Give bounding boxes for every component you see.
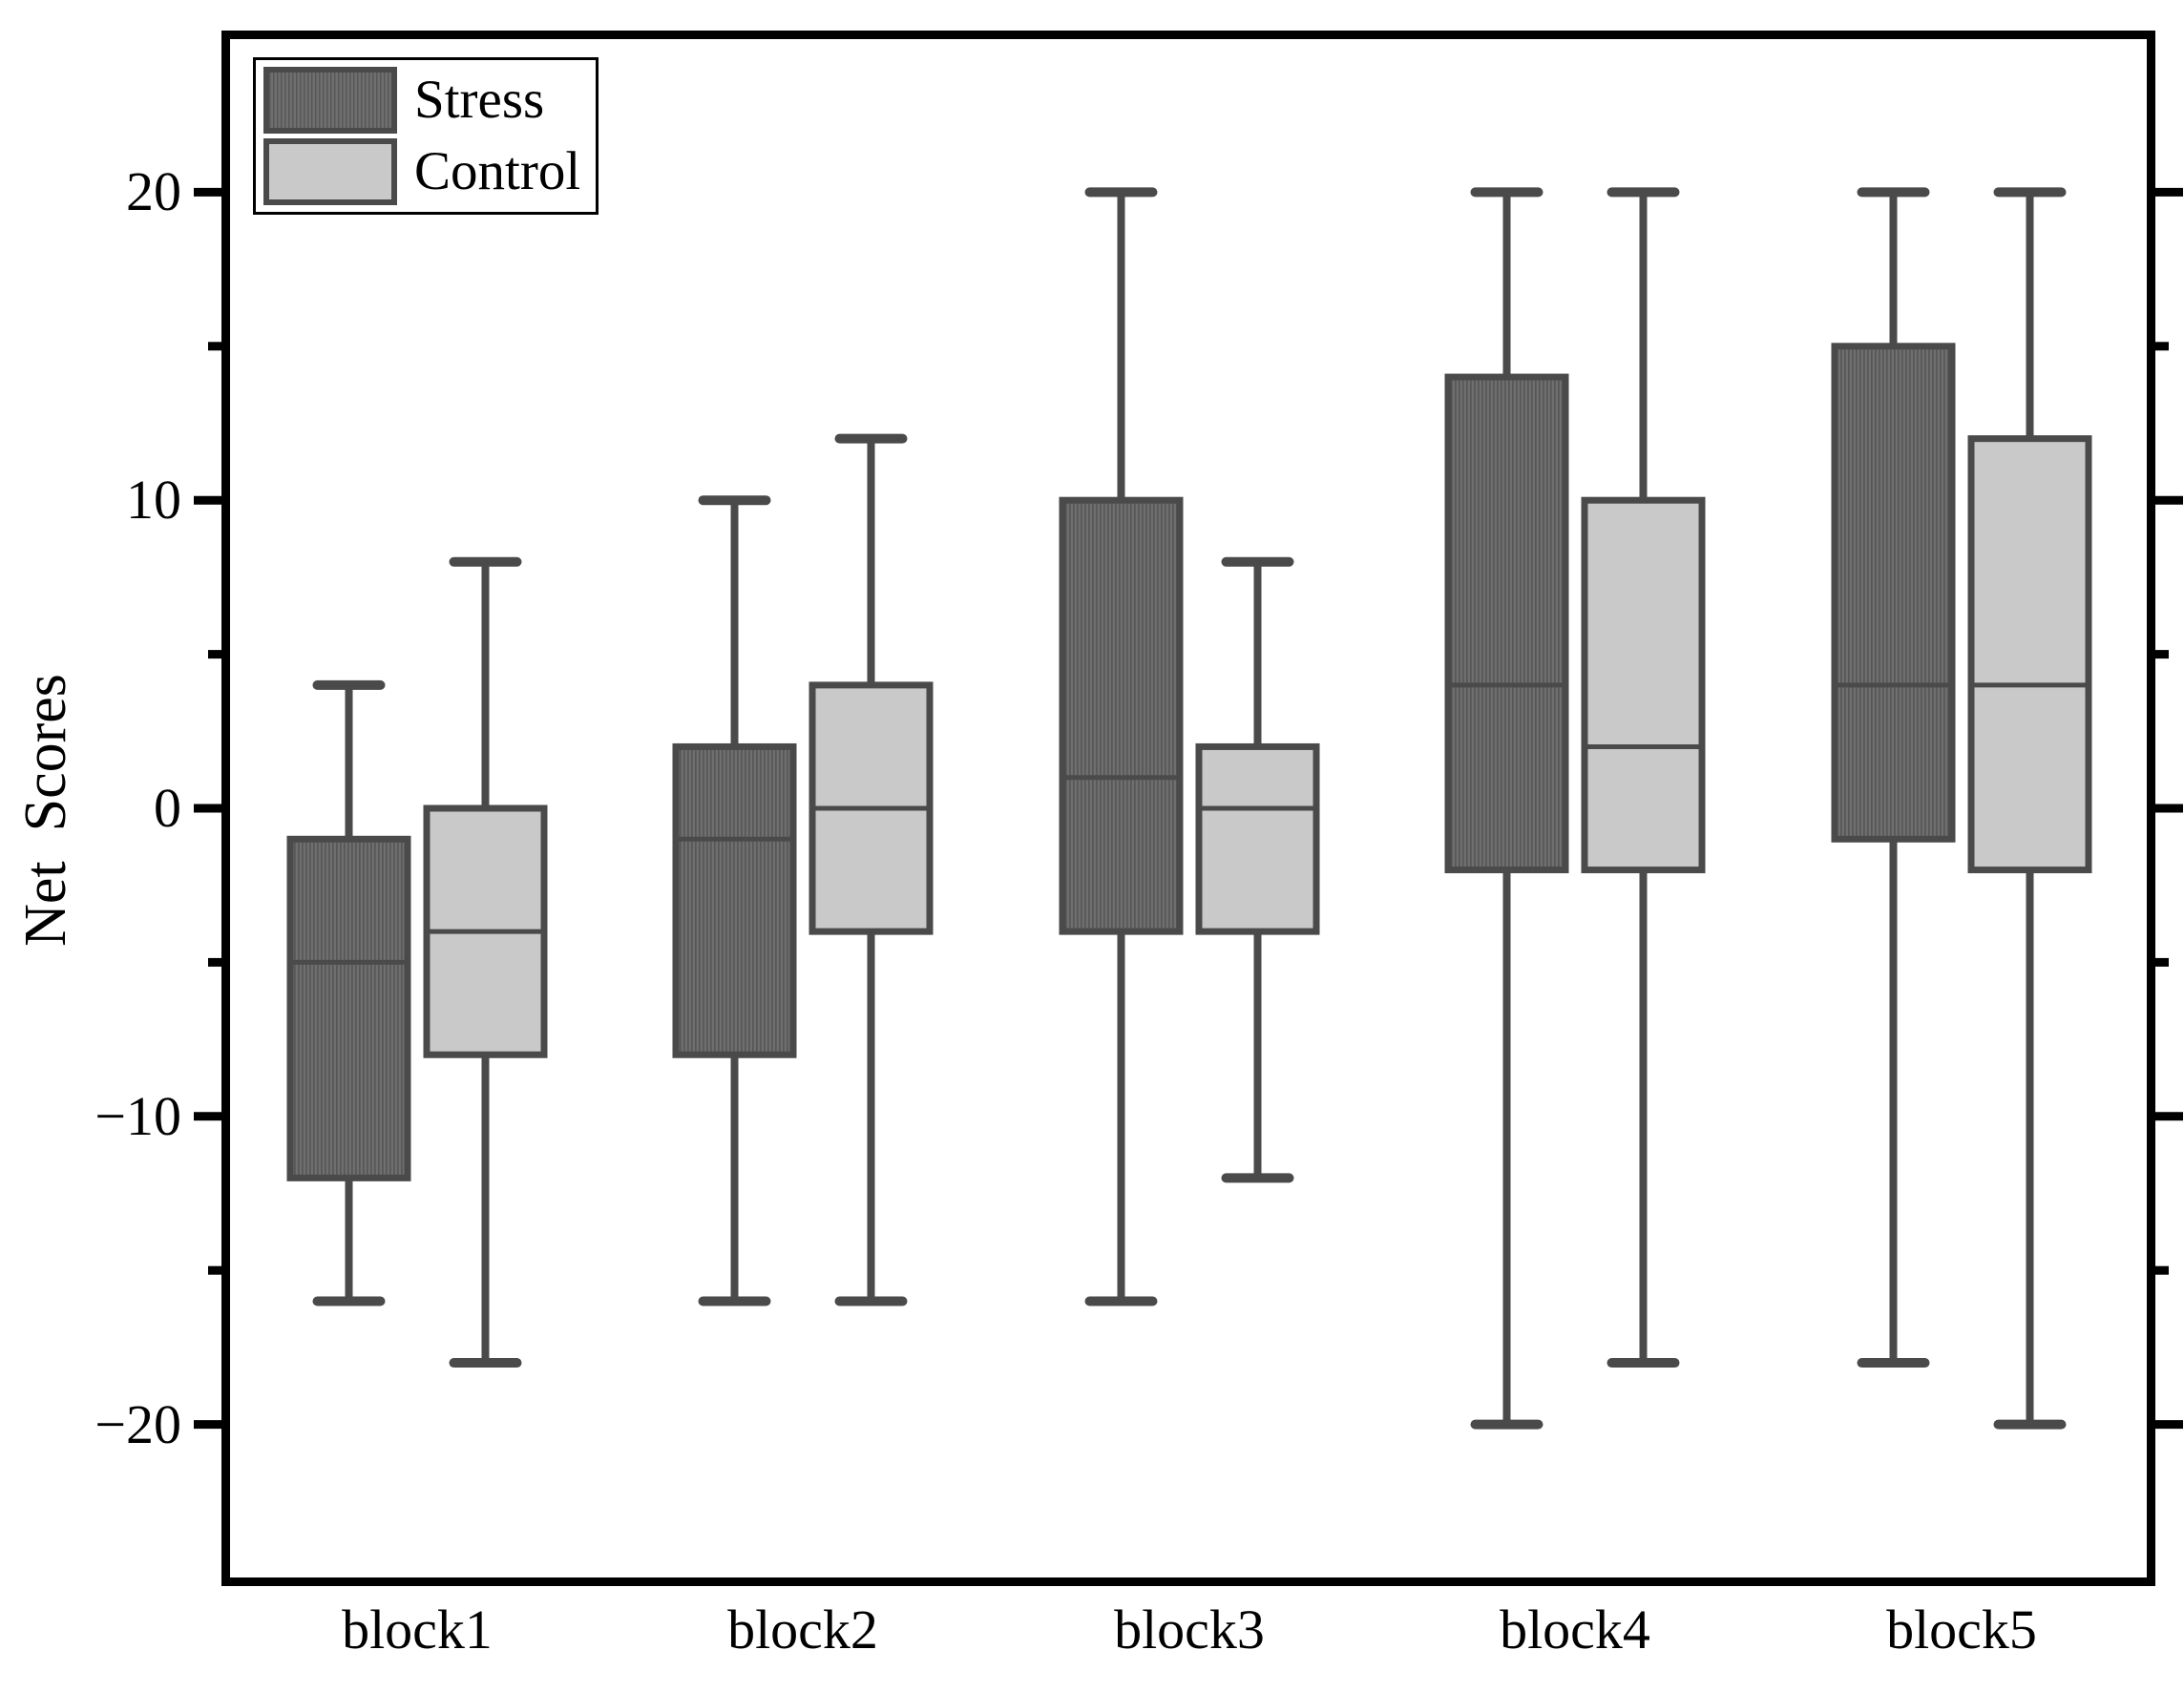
x-axis-label-block2: block2 bbox=[727, 1598, 878, 1661]
legend: Stress Control bbox=[253, 57, 598, 215]
x-axis-label-block4: block4 bbox=[1500, 1598, 1650, 1661]
box-stress-block5 bbox=[1831, 343, 1956, 843]
y-tick-label-neg10: −10 bbox=[94, 1085, 181, 1147]
y-tick-label-10: 10 bbox=[126, 469, 181, 531]
y-tick-label-20: 20 bbox=[126, 160, 181, 222]
legend-label-stress: Stress bbox=[414, 70, 545, 130]
x-axis-label-block3: block3 bbox=[1114, 1598, 1265, 1661]
x-axis-label-block5: block5 bbox=[1886, 1598, 2037, 1661]
legend-swatch-control bbox=[263, 138, 397, 205]
legend-swatch-stress bbox=[263, 67, 397, 134]
y-tick-label-0: 0 bbox=[154, 777, 181, 839]
box-stress-block2 bbox=[672, 742, 797, 1058]
y-tick-label-neg20: −20 bbox=[94, 1393, 181, 1455]
box-stress-block3 bbox=[1059, 496, 1184, 935]
plot-frame bbox=[221, 31, 2155, 1586]
box-stress-block1 bbox=[286, 835, 411, 1181]
box-control-block5 bbox=[1967, 435, 2092, 874]
box-stress-block4 bbox=[1444, 373, 1569, 874]
legend-entry-stress: Stress bbox=[263, 67, 588, 134]
legend-label-control: Control bbox=[414, 141, 581, 201]
box-control-block4 bbox=[1581, 496, 1706, 874]
box-control-block3 bbox=[1195, 742, 1320, 935]
legend-entry-control: Control bbox=[263, 138, 588, 205]
x-axis-label-block1: block1 bbox=[342, 1598, 493, 1661]
